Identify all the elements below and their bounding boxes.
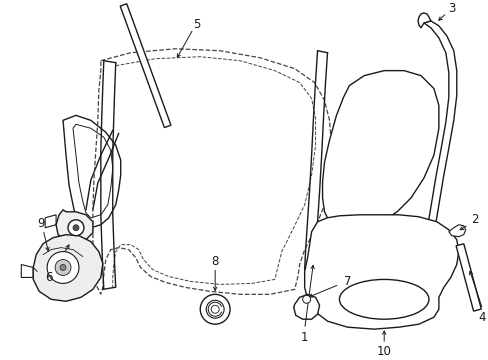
Text: 10: 10 bbox=[376, 345, 391, 357]
Polygon shape bbox=[455, 244, 480, 311]
Polygon shape bbox=[416, 21, 456, 279]
Polygon shape bbox=[120, 4, 171, 127]
Circle shape bbox=[47, 252, 79, 283]
Ellipse shape bbox=[339, 279, 428, 319]
Circle shape bbox=[302, 295, 310, 303]
Text: 6: 6 bbox=[45, 271, 53, 284]
Text: 5: 5 bbox=[193, 18, 201, 31]
Polygon shape bbox=[322, 71, 438, 230]
Text: 9: 9 bbox=[38, 217, 45, 230]
Text: 8: 8 bbox=[211, 255, 219, 268]
Circle shape bbox=[55, 260, 71, 275]
Polygon shape bbox=[448, 225, 465, 237]
Polygon shape bbox=[293, 294, 319, 319]
Polygon shape bbox=[56, 210, 93, 242]
Text: 1: 1 bbox=[300, 330, 308, 343]
Text: 7: 7 bbox=[343, 275, 350, 288]
Circle shape bbox=[206, 300, 224, 318]
Polygon shape bbox=[304, 215, 458, 329]
Circle shape bbox=[200, 294, 230, 324]
Polygon shape bbox=[33, 235, 102, 301]
Circle shape bbox=[68, 220, 84, 236]
Polygon shape bbox=[64, 242, 76, 255]
Circle shape bbox=[211, 305, 219, 313]
Polygon shape bbox=[63, 115, 121, 228]
Text: 4: 4 bbox=[478, 311, 486, 324]
Circle shape bbox=[73, 225, 79, 231]
Polygon shape bbox=[45, 215, 56, 228]
Text: 2: 2 bbox=[470, 213, 477, 226]
Circle shape bbox=[60, 265, 66, 270]
Polygon shape bbox=[21, 265, 33, 278]
Polygon shape bbox=[417, 13, 430, 28]
Text: 3: 3 bbox=[447, 3, 454, 15]
